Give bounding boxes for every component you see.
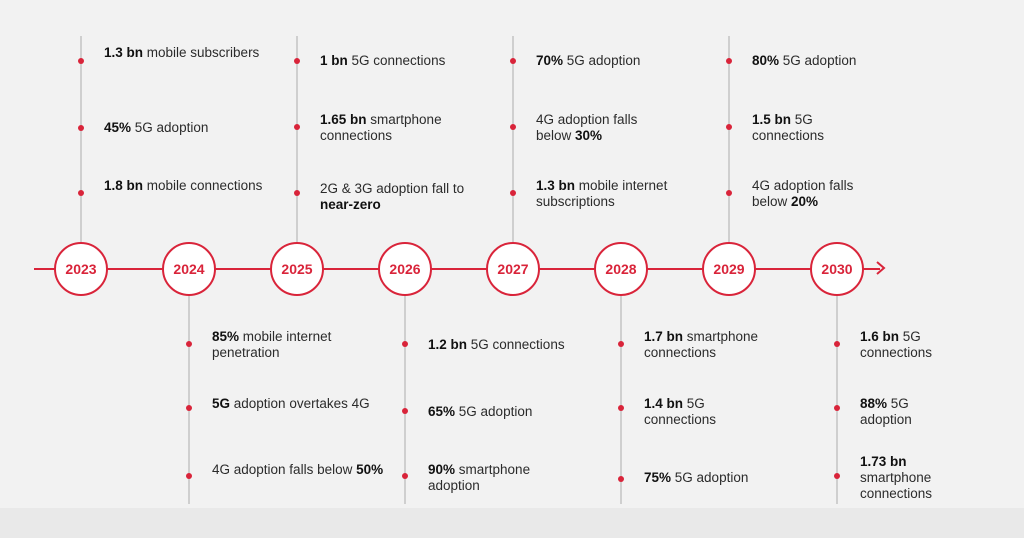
connector-2030 [836,296,838,504]
year-label: 2029 [713,261,745,277]
year-label: 2027 [497,261,529,277]
fact-2024-2: 5G adoption overtakes 4G [212,396,370,411]
fact-dot [510,190,516,196]
fact-2025-2: 1.65 bn smartphone connections [320,112,442,143]
fact-dot [402,473,408,479]
timeline-axis [34,268,880,270]
fact-2028-2: 1.4 bn 5G connections [644,396,717,427]
fact-2023-1: 1.3 bn mobile subscribers [104,45,260,60]
year-label: 2024 [173,261,205,277]
fact-2029-3: 4G adoption falls below 20% [752,178,854,209]
fact-dot [186,473,192,479]
fact-dot [402,341,408,347]
year-node-2024: 2024 [162,242,216,296]
year-node-2027: 2027 [486,242,540,296]
fact-dot [834,405,840,411]
connector-2025 [296,36,298,242]
fact-dot [618,476,624,482]
fact-2026-3: 90% smartphone adoption [428,462,531,493]
year-label: 2026 [389,261,421,277]
connector-2024 [188,296,190,504]
fact-dot [618,341,624,347]
fact-2026-2: 65% 5G adoption [428,404,533,419]
fact-2027-2: 4G adoption falls below 30% [536,112,638,143]
fact-dot [294,190,300,196]
connector-2028 [620,296,622,504]
fact-dot [726,58,732,64]
year-node-2025: 2025 [270,242,324,296]
year-label: 2028 [605,261,637,277]
fact-2030-3: 1.73 bn smartphone connections [860,454,933,501]
year-node-2030: 2030 [810,242,864,296]
connector-2026 [404,296,406,504]
year-node-2026: 2026 [378,242,432,296]
fact-2027-3: 1.3 bn mobile internet subscriptions [536,178,668,209]
fact-2028-3: 75% 5G adoption [644,470,749,485]
fact-dot [78,58,84,64]
fact-2026-1: 1.2 bn 5G connections [428,337,565,352]
year-node-2028: 2028 [594,242,648,296]
fact-dot [186,341,192,347]
arrow-right-icon [876,261,886,275]
fact-dot [510,124,516,130]
fact-dot [294,124,300,130]
year-node-2029: 2029 [702,242,756,296]
fact-dot [834,341,840,347]
fact-dot [294,58,300,64]
fact-2028-1: 1.7 bn smartphone connections [644,329,759,360]
connector-2029 [728,36,730,242]
year-label: 2030 [821,261,853,277]
fact-2024-3: 4G adoption falls below 50% [212,462,384,477]
fact-dot [78,125,84,131]
fact-2025-1: 1 bn 5G connections [320,53,446,68]
fact-dot [834,473,840,479]
fact-dot [510,58,516,64]
fact-dot [78,190,84,196]
year-label: 2025 [281,261,313,277]
connector-2027 [512,36,514,242]
fact-2023-3: 1.8 bn mobile connections [104,178,263,193]
fact-2029-1: 80% 5G adoption [752,53,857,68]
fact-2024-1: 85% mobile internet penetration [212,329,332,360]
fact-dot [618,405,624,411]
year-label: 2023 [65,261,97,277]
fact-2027-1: 70% 5G adoption [536,53,641,68]
year-node-2023: 2023 [54,242,108,296]
fact-2030-2: 88% 5G adoption [860,396,912,427]
fact-2029-2: 1.5 bn 5G connections [752,112,825,143]
fact-2030-1: 1.6 bn 5G connections [860,329,933,360]
fact-2025-3: 2G & 3G adoption fall to near-zero [320,181,465,212]
fact-dot [726,124,732,130]
fact-dot [186,405,192,411]
connector-2023 [80,36,82,242]
footer-band [0,508,1024,538]
fact-dot [402,408,408,414]
fact-2023-2: 45% 5G adoption [104,120,209,135]
fact-dot [726,190,732,196]
